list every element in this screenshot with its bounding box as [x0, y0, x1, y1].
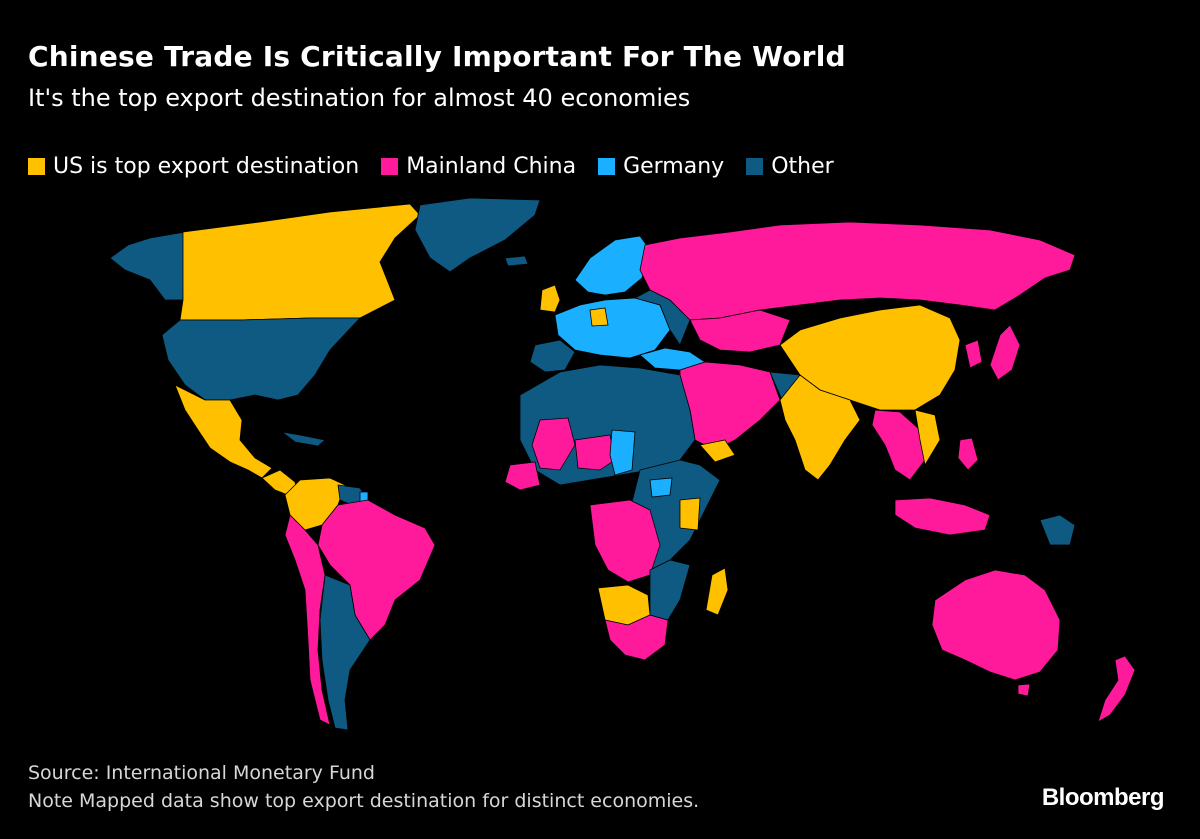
region-southeast-asia: [871, 409, 926, 481]
region-uk: [539, 284, 561, 313]
region-niger-region: [574, 434, 616, 471]
legend-label-other: Other: [771, 154, 834, 179]
legend-swatch-germany: [598, 158, 616, 175]
bloomberg-logo: Bloomberg: [1041, 784, 1165, 811]
legend-label-us: US is top export destination: [53, 154, 360, 179]
region-western-europe: [554, 297, 671, 359]
region-west-africa: [504, 461, 541, 491]
region-russia: [639, 221, 1076, 321]
chart-title: Chinese Trade Is Critically Important Fo…: [28, 40, 846, 73]
region-australia: [931, 569, 1061, 681]
region-mexico: [174, 384, 273, 479]
region-central-africa: [589, 499, 661, 583]
region-south-sudan: [649, 477, 673, 498]
region-mali-region: [531, 417, 576, 471]
legend-label-china: Mainland China: [406, 154, 577, 179]
region-tasmania: [1017, 683, 1031, 697]
legend-item-germany: Germany: [598, 154, 724, 179]
region-southern-africa: [604, 614, 669, 661]
legend-item-us: US is top export destination: [28, 154, 359, 179]
region-iberia: [529, 339, 576, 373]
legend-swatch-us: [28, 158, 45, 175]
region-peru-chile: [284, 514, 331, 726]
region-kenya: [679, 497, 701, 531]
chart-subtitle: It's the top export destination for almo…: [28, 84, 691, 112]
region-iceland: [504, 255, 529, 267]
region-middle-east: [679, 361, 781, 451]
region-germany: [589, 307, 609, 327]
region-scandinavia: [574, 235, 651, 296]
region-brazil: [317, 499, 436, 641]
region-vietnam: [914, 409, 941, 467]
legend-swatch-other: [746, 158, 764, 175]
region-caribbean: [281, 431, 326, 447]
region-united-states: [161, 317, 361, 401]
legend-item-other: Other: [746, 154, 834, 179]
region-philippines: [957, 437, 979, 471]
region-new-zealand: [1097, 655, 1136, 723]
region-indonesia: [894, 497, 991, 536]
region-arabia-yemen: [699, 439, 736, 463]
legend-item-china: Mainland China: [381, 154, 576, 179]
region-chad: [609, 429, 636, 476]
region-canada: [179, 203, 421, 321]
region-japan: [989, 324, 1021, 381]
region-papua: [1039, 514, 1076, 546]
source-note: Source: International Monetary Fund: [28, 762, 375, 784]
legend-swatch-china: [381, 158, 399, 175]
legend-label-germany: Germany: [623, 154, 725, 179]
region-alaska: [109, 231, 186, 301]
region-argentina: [319, 574, 371, 731]
legend: US is top export destination Mainland Ch…: [28, 154, 834, 179]
region-korea: [964, 339, 983, 369]
world-map: [109, 197, 1136, 731]
region-greenland: [414, 197, 541, 273]
region-madagascar: [705, 567, 729, 616]
region-india: [779, 374, 861, 481]
region-mozambique: [649, 559, 691, 621]
data-note: Note Mapped data show top export destina…: [28, 790, 700, 812]
